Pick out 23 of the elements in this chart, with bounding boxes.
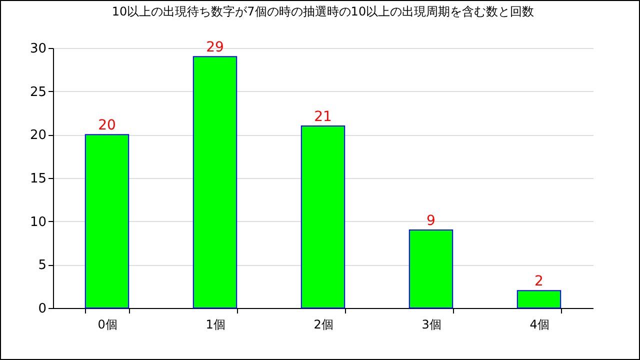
- data-label: 20: [98, 118, 116, 134]
- data-label: 29: [206, 40, 224, 56]
- y-tick-label: 0: [38, 302, 46, 316]
- x-tick-label: 2個: [314, 318, 334, 332]
- data-label: 9: [426, 213, 436, 229]
- bar: [516, 290, 562, 308]
- bar: [408, 230, 454, 308]
- y-tick-label: 10: [30, 214, 46, 230]
- y-tick-label: 5: [38, 258, 46, 274]
- x-tick-label: 3個: [422, 318, 442, 332]
- y-tick-label: 30: [30, 42, 46, 56]
- bar: [192, 56, 238, 308]
- x-tick-label: 4個: [530, 318, 550, 332]
- data-label: 2: [534, 274, 544, 290]
- y-tick-label: 15: [30, 172, 46, 186]
- y-tick-label: 20: [30, 128, 46, 144]
- y-tick-label: 25: [30, 84, 46, 100]
- x-tick-label: 1個: [206, 318, 226, 332]
- bar: [300, 126, 346, 308]
- bar: [84, 134, 130, 308]
- data-label: 21: [314, 109, 332, 125]
- chart-title: 10以上の出現待ち数字が7個の時の抽選時の10以上の出現周期を含む数と回数: [112, 4, 534, 19]
- x-tick-label: 0個: [98, 318, 118, 332]
